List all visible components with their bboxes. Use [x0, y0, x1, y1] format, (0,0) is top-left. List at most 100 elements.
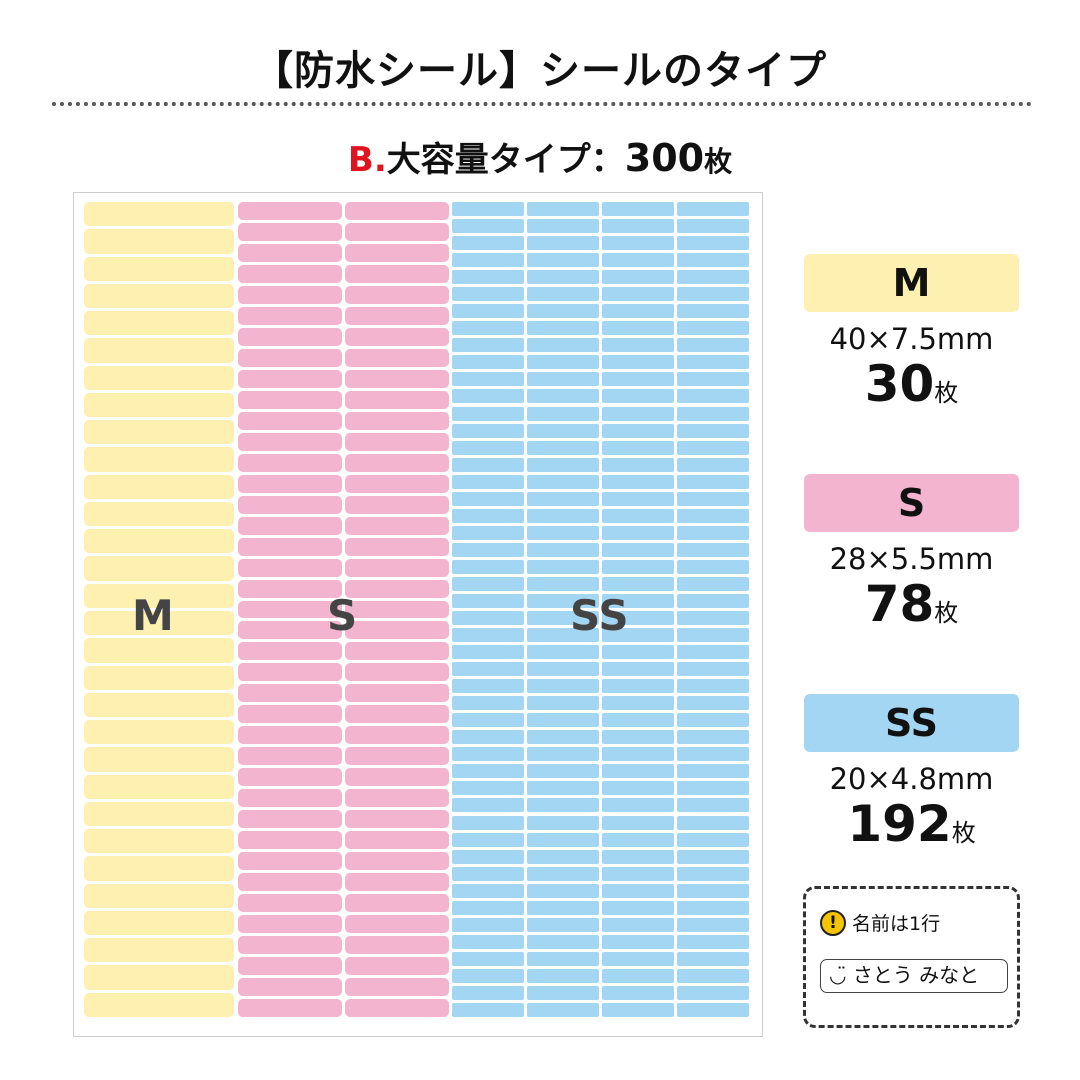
sticker-sheet: M S SS	[73, 192, 763, 1037]
sticker-ss	[452, 372, 524, 387]
sticker-s	[238, 411, 342, 430]
sticker-m	[84, 365, 234, 390]
sticker-ss	[602, 372, 674, 387]
sticker-ss	[677, 457, 749, 472]
sticker-ss	[677, 270, 749, 285]
sticker-m	[84, 965, 234, 990]
sticker-ss	[602, 321, 674, 336]
sticker-m	[84, 420, 234, 445]
sticker-ss	[452, 508, 524, 523]
sticker-s	[238, 474, 342, 493]
sticker-ss	[677, 781, 749, 796]
sticker-ss	[527, 951, 599, 966]
sticker-ss	[527, 202, 599, 217]
sticker-ss	[527, 525, 599, 540]
sticker-ss	[602, 338, 674, 353]
size-chip: S	[804, 474, 1019, 532]
sticker-ss	[452, 389, 524, 404]
sticker-ss	[677, 883, 749, 898]
sticker-ss	[602, 764, 674, 779]
sticker-ss	[452, 304, 524, 319]
sticker-ss	[527, 764, 599, 779]
sticker-ss	[602, 423, 674, 438]
sticker-ss	[452, 253, 524, 268]
sticker-ss	[677, 815, 749, 830]
sticker-s	[238, 537, 342, 556]
sticker-ss	[602, 934, 674, 949]
sticker-m	[84, 529, 234, 554]
sticker-s	[345, 474, 449, 493]
sticker-ss	[602, 474, 674, 489]
sticker-s	[238, 495, 342, 514]
sticker-ss	[527, 440, 599, 455]
sticker-s	[345, 202, 449, 220]
sticker-ss	[677, 985, 749, 1000]
sticker-ss	[452, 934, 524, 949]
sticker-m	[84, 556, 234, 581]
sticker-ss	[602, 202, 674, 217]
sticker-ss	[602, 747, 674, 762]
sticker-s	[345, 957, 449, 976]
sticker-ss	[677, 355, 749, 370]
sticker-s	[238, 894, 342, 913]
sticker-ss	[527, 628, 599, 643]
sticker-ss	[452, 679, 524, 694]
sticker-ss	[527, 968, 599, 983]
sticker-m	[84, 338, 234, 363]
sticker-ss	[452, 866, 524, 881]
sticker-ss	[677, 764, 749, 779]
sticker-ss	[677, 1002, 749, 1017]
sticker-s	[345, 243, 449, 262]
sticker-ss	[602, 832, 674, 847]
sticker-s	[238, 264, 342, 283]
sticker-ss	[452, 883, 524, 898]
sticker-s	[238, 579, 342, 598]
sticker-s	[238, 348, 342, 367]
sticker-ss	[452, 202, 524, 217]
dotted-divider	[52, 102, 1032, 106]
sticker-ss	[602, 968, 674, 983]
sticker-ss	[452, 270, 524, 285]
sticker-s	[345, 663, 449, 682]
sticker-ss	[677, 576, 749, 591]
sticker-ss	[527, 611, 599, 626]
sticker-ss	[602, 525, 674, 540]
name-example: ◡̈ さとう みなと	[820, 959, 1008, 993]
sticker-ss	[527, 253, 599, 268]
sticker-s	[345, 936, 449, 955]
sticker-ss	[602, 815, 674, 830]
sticker-ss	[452, 542, 524, 557]
sticker-ss	[602, 951, 674, 966]
sticker-ss	[602, 287, 674, 302]
sticker-s	[238, 705, 342, 724]
sticker-s	[238, 663, 342, 682]
sticker-ss	[452, 781, 524, 796]
sticker-ss	[527, 423, 599, 438]
sticker-m	[84, 829, 234, 854]
sticker-m	[84, 747, 234, 772]
sticker-ss	[452, 662, 524, 677]
sheet-label-m: M	[132, 591, 174, 640]
sticker-s	[238, 957, 342, 976]
sticker-s	[238, 831, 342, 850]
sticker-s	[238, 432, 342, 451]
sticker-ss	[452, 355, 524, 370]
sticker-s	[238, 516, 342, 535]
sticker-s	[345, 390, 449, 409]
sticker-ss	[452, 645, 524, 660]
sticker-s	[345, 432, 449, 451]
sticker-ss	[452, 696, 524, 711]
exclamation-icon: !	[820, 909, 846, 936]
sticker-ss	[677, 372, 749, 387]
sticker-ss	[452, 900, 524, 915]
sticker-ss	[602, 1002, 674, 1017]
sticker-ss	[527, 815, 599, 830]
sticker-ss	[527, 406, 599, 421]
sticker-s	[345, 852, 449, 871]
sticker-ss	[452, 457, 524, 472]
sticker-s	[238, 747, 342, 766]
sticker-s	[345, 306, 449, 325]
sticker-ss	[677, 338, 749, 353]
sticker-m	[84, 720, 234, 745]
sticker-ss	[527, 236, 599, 251]
